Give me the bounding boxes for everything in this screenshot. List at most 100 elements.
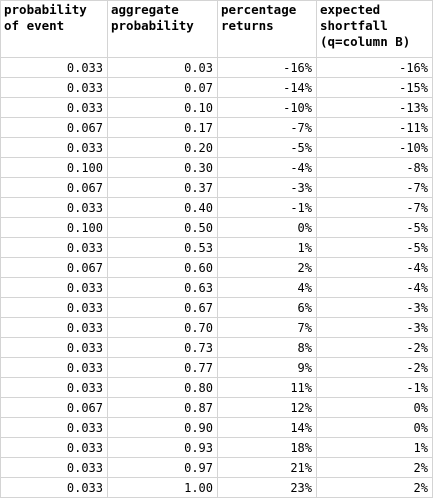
cell-probability-of-event[interactable]: 0.100: [0, 217, 108, 238]
cell-percentage-returns[interactable]: 1%: [217, 237, 317, 258]
cell-probability-of-event[interactable]: 0.033: [0, 417, 108, 438]
cell-aggregate-probability[interactable]: 0.30: [107, 157, 218, 178]
cell-aggregate-probability[interactable]: 0.50: [107, 217, 218, 238]
cell-expected-shortfall[interactable]: -13%: [316, 97, 433, 118]
cell-percentage-returns[interactable]: 4%: [217, 277, 317, 298]
cell-probability-of-event[interactable]: 0.033: [0, 337, 108, 358]
cell-aggregate-probability[interactable]: 0.07: [107, 77, 218, 98]
table-row: 0.033 0.70 7% -3%: [0, 317, 433, 338]
cell-probability-of-event[interactable]: 0.033: [0, 477, 108, 498]
table-row: 0.033 0.80 11% -1%: [0, 377, 433, 398]
cell-probability-of-event[interactable]: 0.033: [0, 357, 108, 378]
cell-expected-shortfall[interactable]: -7%: [316, 197, 433, 218]
table-body: 0.033 0.03 -16% -16% 0.033 0.07 -14% -15% 0.033 0…: [0, 57, 433, 498]
cell-aggregate-probability[interactable]: 0.67: [107, 297, 218, 318]
header-expected-shortfall[interactable]: expected shortfall (q=column B): [316, 0, 433, 58]
cell-expected-shortfall[interactable]: 0%: [316, 417, 433, 438]
cell-percentage-returns[interactable]: -16%: [217, 57, 317, 78]
cell-aggregate-probability[interactable]: 0.63: [107, 277, 218, 298]
cell-expected-shortfall[interactable]: -3%: [316, 317, 433, 338]
cell-expected-shortfall[interactable]: -4%: [316, 277, 433, 298]
cell-aggregate-probability[interactable]: 0.20: [107, 137, 218, 158]
table-row: 0.033 0.20 -5% -10%: [0, 137, 433, 158]
cell-probability-of-event[interactable]: 0.033: [0, 297, 108, 318]
cell-expected-shortfall[interactable]: -1%: [316, 377, 433, 398]
cell-percentage-returns[interactable]: 6%: [217, 297, 317, 318]
cell-probability-of-event[interactable]: 0.033: [0, 317, 108, 338]
cell-aggregate-probability[interactable]: 0.80: [107, 377, 218, 398]
cell-probability-of-event[interactable]: 0.033: [0, 57, 108, 78]
cell-probability-of-event[interactable]: 0.033: [0, 237, 108, 258]
cell-probability-of-event[interactable]: 0.033: [0, 137, 108, 158]
cell-aggregate-probability[interactable]: 0.97: [107, 457, 218, 478]
cell-expected-shortfall[interactable]: 2%: [316, 457, 433, 478]
cell-expected-shortfall[interactable]: -4%: [316, 257, 433, 278]
cell-probability-of-event[interactable]: 0.033: [0, 77, 108, 98]
cell-percentage-returns[interactable]: 2%: [217, 257, 317, 278]
cell-aggregate-probability[interactable]: 0.17: [107, 117, 218, 138]
header-probability-of-event[interactable]: probability of event: [0, 0, 108, 58]
cell-expected-shortfall[interactable]: -2%: [316, 357, 433, 378]
cell-percentage-returns[interactable]: -5%: [217, 137, 317, 158]
cell-expected-shortfall[interactable]: -11%: [316, 117, 433, 138]
cell-expected-shortfall[interactable]: -10%: [316, 137, 433, 158]
cell-aggregate-probability[interactable]: 0.93: [107, 437, 218, 458]
cell-percentage-returns[interactable]: -1%: [217, 197, 317, 218]
cell-percentage-returns[interactable]: 11%: [217, 377, 317, 398]
cell-expected-shortfall[interactable]: -15%: [316, 77, 433, 98]
cell-aggregate-probability[interactable]: 0.90: [107, 417, 218, 438]
cell-percentage-returns[interactable]: 23%: [217, 477, 317, 498]
cell-percentage-returns[interactable]: 21%: [217, 457, 317, 478]
cell-expected-shortfall[interactable]: -5%: [316, 217, 433, 238]
cell-aggregate-probability[interactable]: 0.70: [107, 317, 218, 338]
cell-expected-shortfall[interactable]: -16%: [316, 57, 433, 78]
cell-percentage-returns[interactable]: 9%: [217, 357, 317, 378]
cell-probability-of-event[interactable]: 0.100: [0, 157, 108, 178]
cell-percentage-returns[interactable]: -14%: [217, 77, 317, 98]
cell-probability-of-event[interactable]: 0.033: [0, 437, 108, 458]
cell-aggregate-probability[interactable]: 1.00: [107, 477, 218, 498]
cell-expected-shortfall[interactable]: -7%: [316, 177, 433, 198]
cell-percentage-returns[interactable]: 7%: [217, 317, 317, 338]
cell-aggregate-probability[interactable]: 0.53: [107, 237, 218, 258]
cell-aggregate-probability[interactable]: 0.73: [107, 337, 218, 358]
cell-probability-of-event[interactable]: 0.033: [0, 377, 108, 398]
cell-expected-shortfall[interactable]: 0%: [316, 397, 433, 418]
header-percentage-returns[interactable]: percentage returns: [217, 0, 317, 58]
cell-aggregate-probability[interactable]: 0.03: [107, 57, 218, 78]
cell-aggregate-probability[interactable]: 0.77: [107, 357, 218, 378]
cell-aggregate-probability[interactable]: 0.60: [107, 257, 218, 278]
cell-probability-of-event[interactable]: 0.033: [0, 97, 108, 118]
cell-percentage-returns[interactable]: 18%: [217, 437, 317, 458]
cell-percentage-returns[interactable]: 8%: [217, 337, 317, 358]
table-row: 0.033 0.40 -1% -7%: [0, 197, 433, 218]
cell-aggregate-probability[interactable]: 0.10: [107, 97, 218, 118]
cell-percentage-returns[interactable]: 14%: [217, 417, 317, 438]
cell-expected-shortfall[interactable]: 1%: [316, 437, 433, 458]
cell-aggregate-probability[interactable]: 0.87: [107, 397, 218, 418]
cell-probability-of-event[interactable]: 0.067: [0, 117, 108, 138]
cell-percentage-returns[interactable]: 0%: [217, 217, 317, 238]
cell-expected-shortfall[interactable]: -2%: [316, 337, 433, 358]
cell-probability-of-event[interactable]: 0.033: [0, 197, 108, 218]
cell-percentage-returns[interactable]: 12%: [217, 397, 317, 418]
cell-probability-of-event[interactable]: 0.067: [0, 257, 108, 278]
cell-percentage-returns[interactable]: -3%: [217, 177, 317, 198]
cell-probability-of-event[interactable]: 0.033: [0, 457, 108, 478]
cell-aggregate-probability[interactable]: 0.40: [107, 197, 218, 218]
cell-probability-of-event[interactable]: 0.067: [0, 177, 108, 198]
cell-percentage-returns[interactable]: -7%: [217, 117, 317, 138]
header-aggregate-probability[interactable]: aggregate probability: [107, 0, 218, 58]
cell-aggregate-probability[interactable]: 0.37: [107, 177, 218, 198]
table-row: 0.067 0.37 -3% -7%: [0, 177, 433, 198]
cell-percentage-returns[interactable]: -4%: [217, 157, 317, 178]
cell-expected-shortfall[interactable]: -3%: [316, 297, 433, 318]
table-row: 0.033 0.03 -16% -16%: [0, 57, 433, 78]
cell-probability-of-event[interactable]: 0.033: [0, 277, 108, 298]
cell-percentage-returns[interactable]: -10%: [217, 97, 317, 118]
cell-expected-shortfall[interactable]: -5%: [316, 237, 433, 258]
cell-expected-shortfall[interactable]: 2%: [316, 477, 433, 498]
cell-probability-of-event[interactable]: 0.067: [0, 397, 108, 418]
cell-expected-shortfall[interactable]: -8%: [316, 157, 433, 178]
